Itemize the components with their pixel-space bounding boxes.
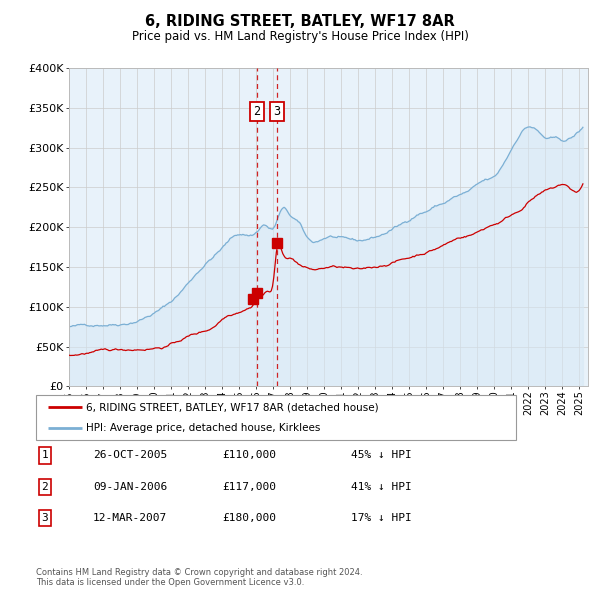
Text: 09-JAN-2006: 09-JAN-2006 bbox=[93, 482, 167, 491]
Text: 1: 1 bbox=[41, 451, 49, 460]
Text: 17% ↓ HPI: 17% ↓ HPI bbox=[351, 513, 412, 523]
Text: Contains HM Land Registry data © Crown copyright and database right 2024.
This d: Contains HM Land Registry data © Crown c… bbox=[36, 568, 362, 587]
Text: 41% ↓ HPI: 41% ↓ HPI bbox=[351, 482, 412, 491]
Text: 12-MAR-2007: 12-MAR-2007 bbox=[93, 513, 167, 523]
Text: 2: 2 bbox=[41, 482, 49, 491]
Text: 26-OCT-2005: 26-OCT-2005 bbox=[93, 451, 167, 460]
Text: £117,000: £117,000 bbox=[222, 482, 276, 491]
Text: £110,000: £110,000 bbox=[222, 451, 276, 460]
Text: 3: 3 bbox=[273, 105, 280, 118]
Text: 45% ↓ HPI: 45% ↓ HPI bbox=[351, 451, 412, 460]
Text: 6, RIDING STREET, BATLEY, WF17 8AR: 6, RIDING STREET, BATLEY, WF17 8AR bbox=[145, 14, 455, 29]
Text: Price paid vs. HM Land Registry's House Price Index (HPI): Price paid vs. HM Land Registry's House … bbox=[131, 30, 469, 43]
Text: 3: 3 bbox=[41, 513, 49, 523]
Text: 2: 2 bbox=[253, 105, 260, 118]
Text: £180,000: £180,000 bbox=[222, 513, 276, 523]
Text: HPI: Average price, detached house, Kirklees: HPI: Average price, detached house, Kirk… bbox=[86, 424, 321, 434]
FancyBboxPatch shape bbox=[36, 395, 516, 440]
Text: 6, RIDING STREET, BATLEY, WF17 8AR (detached house): 6, RIDING STREET, BATLEY, WF17 8AR (deta… bbox=[86, 402, 379, 412]
